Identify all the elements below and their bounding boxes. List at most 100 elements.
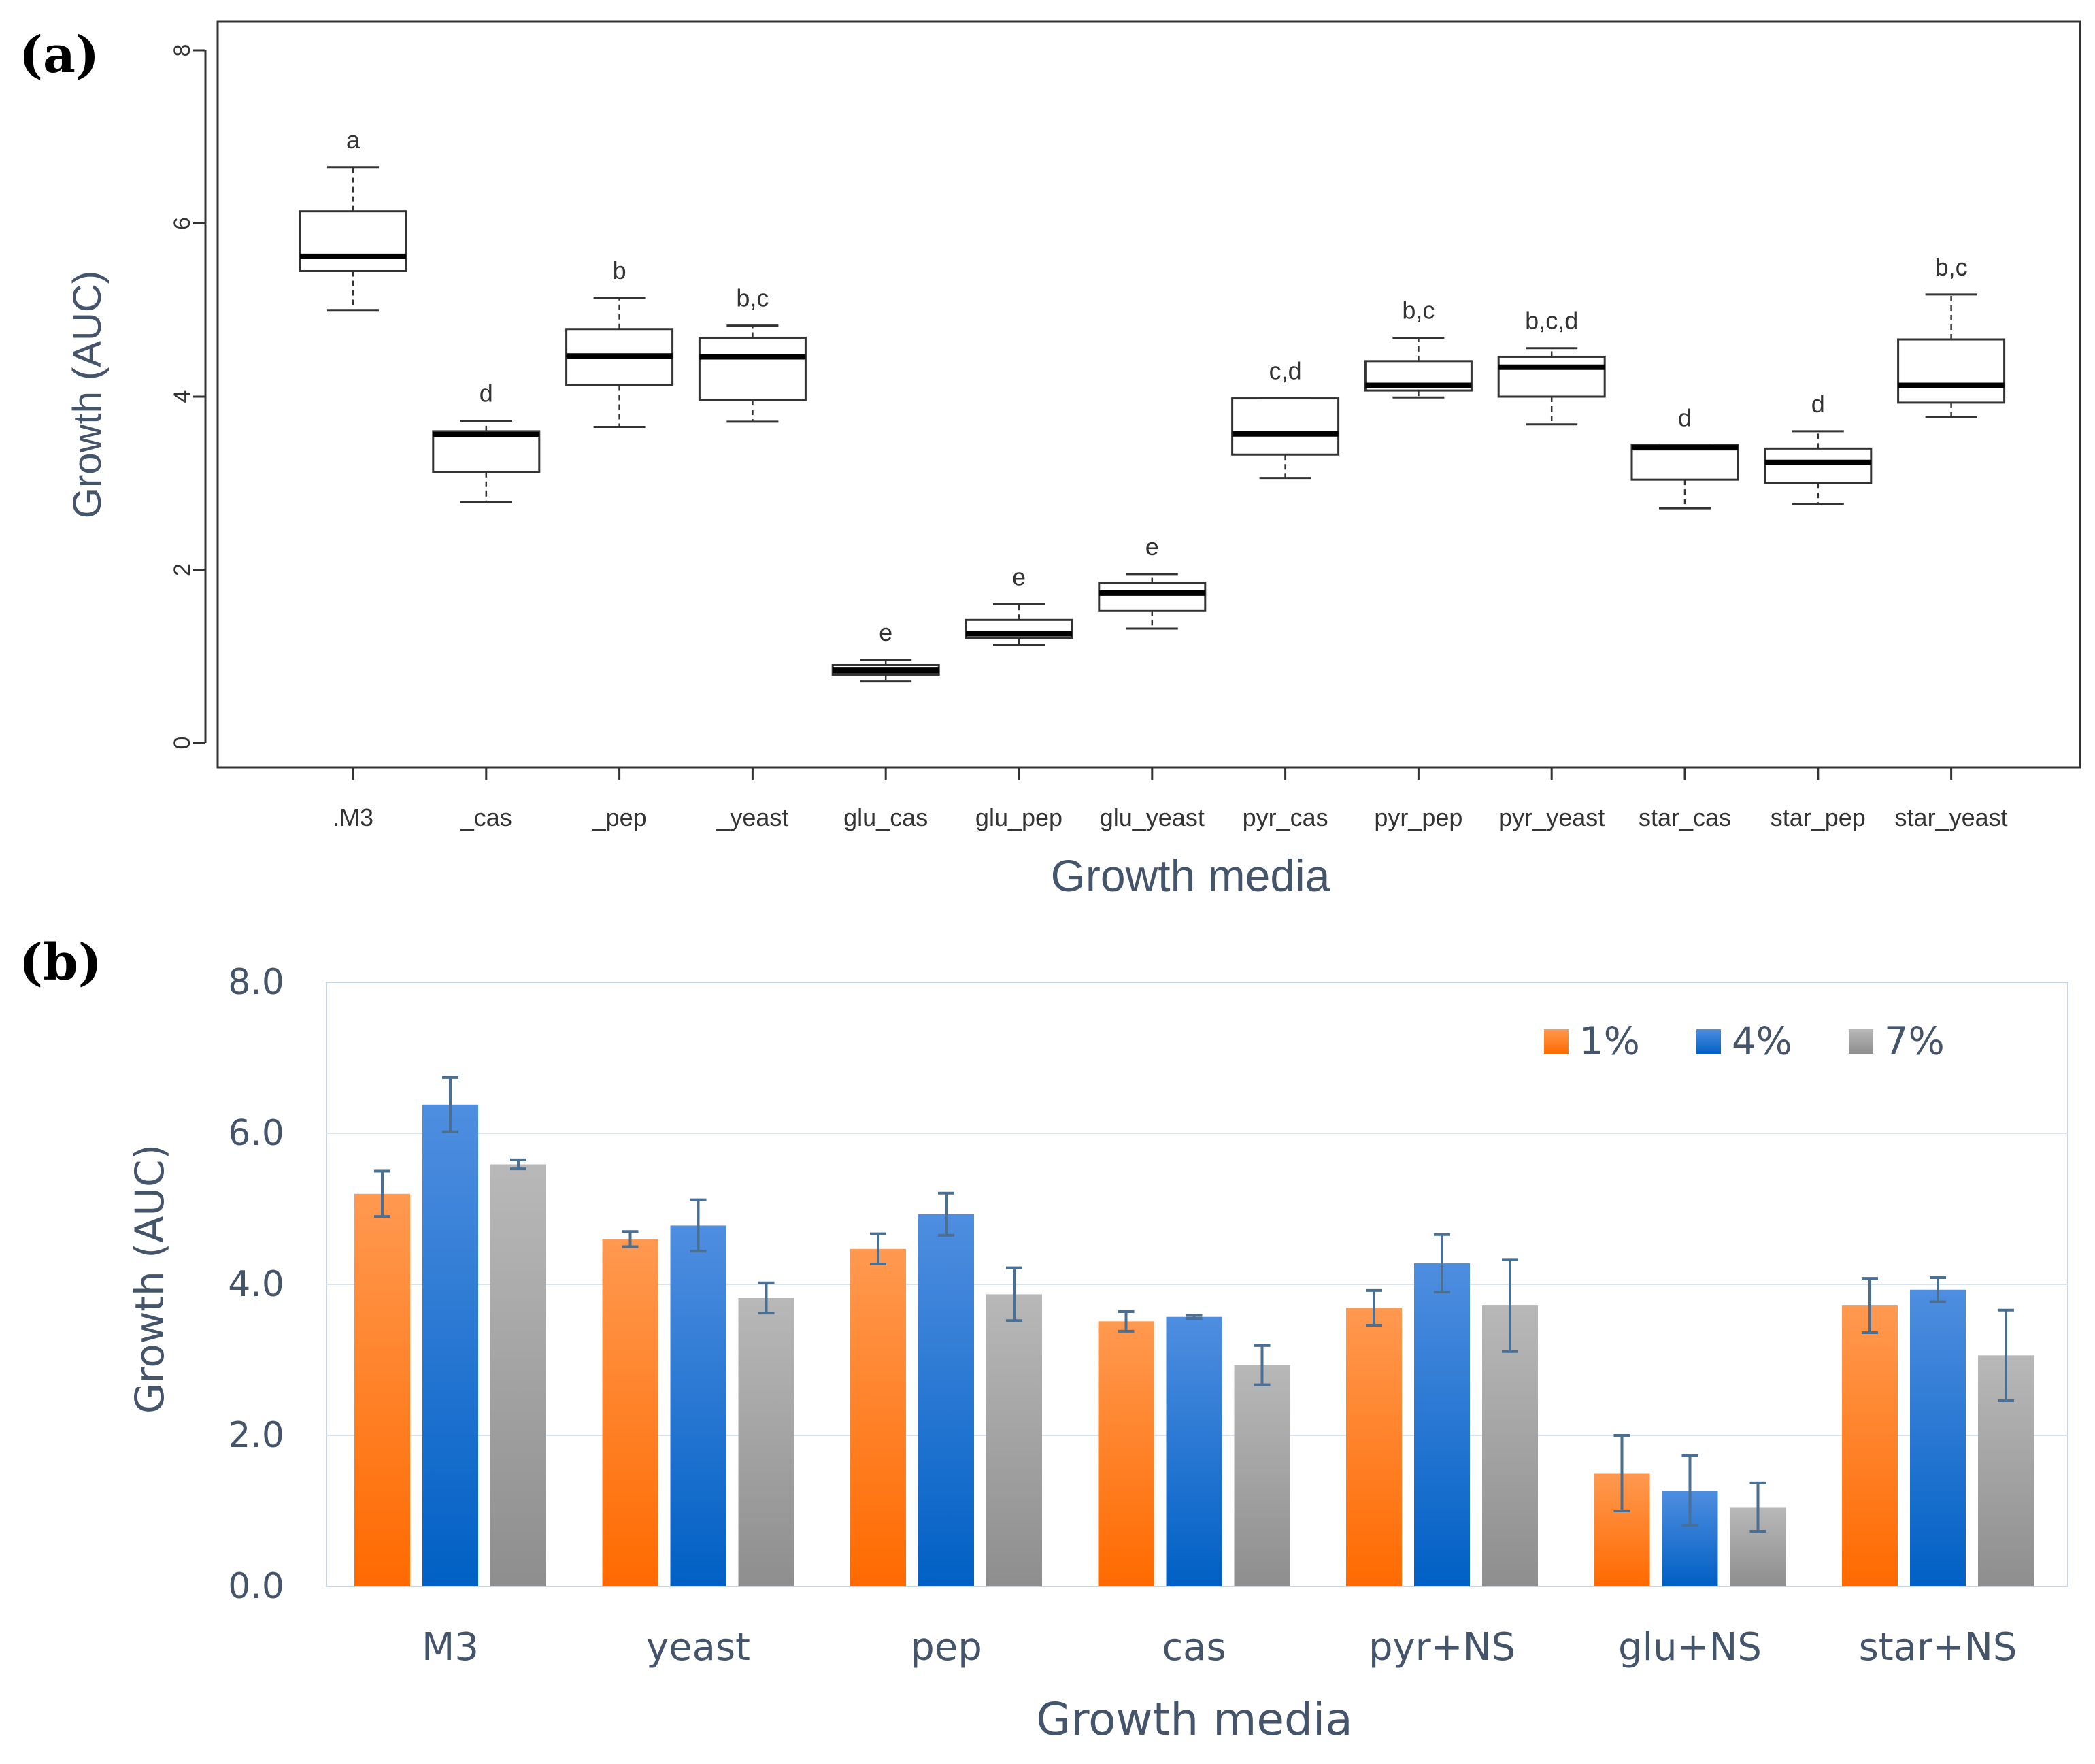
bar-yeast-1% bbox=[602, 1239, 658, 1586]
box-glu_pep: e bbox=[965, 563, 1073, 646]
x-tick-label-_pep: _pep bbox=[592, 803, 647, 831]
y-tick-label-0: 0 bbox=[169, 737, 195, 750]
error-bar-star+NS-7% bbox=[1998, 1308, 2014, 1402]
significance-letter-_pep: b bbox=[613, 256, 626, 284]
y-tick-label-0.0: 0.0 bbox=[228, 1566, 284, 1607]
significance-letter-_yeast: b,c bbox=[736, 284, 769, 312]
x-tick-label-glu_cas: glu_cas bbox=[843, 803, 928, 831]
x-tick-label-pep: pep bbox=[910, 1625, 982, 1669]
legend-swatch-1% bbox=[1544, 1029, 1569, 1054]
box-pyr_cas: c,d bbox=[1231, 357, 1340, 480]
y-tick-label-6: 6 bbox=[169, 217, 195, 230]
panel-b-y-axis-label: Growth (AUC) bbox=[127, 1144, 173, 1414]
x-tick-label-_cas: _cas bbox=[460, 803, 512, 831]
x-tick-label-_yeast: _yeast bbox=[716, 803, 788, 831]
box-iqr bbox=[1897, 338, 2006, 404]
y-tick-label-4: 4 bbox=[169, 390, 195, 403]
panel-a-plot-frame bbox=[216, 20, 2081, 769]
error-bar-pep-1% bbox=[870, 1232, 886, 1266]
error-bar-cas-1% bbox=[1118, 1310, 1135, 1333]
legend-item-4%: 4% bbox=[1696, 1020, 1792, 1064]
significance-letter-star_pep: d bbox=[1811, 390, 1825, 418]
legend-item-1%: 1% bbox=[1544, 1020, 1640, 1064]
error-bar-cas-4% bbox=[1186, 1314, 1203, 1320]
bar-pyr+NS-4% bbox=[1414, 1263, 1470, 1586]
box-glu_cas: e bbox=[831, 618, 940, 683]
box-glu_yeast: e bbox=[1098, 533, 1207, 630]
box-pyr_pep: b,c bbox=[1364, 296, 1473, 399]
panel-a-boxes: a d b b,c e e e c,d b,c b,c,d d d b,c bbox=[299, 126, 2006, 683]
box-iqr bbox=[432, 430, 541, 473]
panel-a-y-axis-label: Growth (AUC) bbox=[65, 271, 110, 518]
box-pyr_yeast: b,c,d bbox=[1497, 307, 1606, 426]
significance-letter-glu_cas: e bbox=[879, 618, 892, 646]
box-star_yeast: b,c bbox=[1897, 253, 2006, 419]
x-tick-label-star_yeast: star_yeast bbox=[1895, 803, 2008, 831]
box-star_pep: d bbox=[1764, 390, 1873, 505]
box-iqr bbox=[1098, 582, 1207, 612]
x-tick-label-pyr_pep: pyr_pep bbox=[1374, 803, 1462, 831]
error-bar-yeast-7% bbox=[758, 1281, 775, 1315]
significance-letter-glu_pep: e bbox=[1012, 563, 1026, 590]
significance-letter-glu_yeast: e bbox=[1145, 533, 1159, 561]
error-bar-glu+NS-7% bbox=[1749, 1481, 1766, 1533]
bar-pyr+NS-1% bbox=[1346, 1308, 1402, 1586]
y-tick-label-6.0: 6.0 bbox=[228, 1113, 284, 1154]
box-_yeast: b,c bbox=[698, 284, 807, 423]
significance-letter-star_cas: d bbox=[1678, 403, 1692, 431]
significance-letter-star_yeast: b,c bbox=[1935, 253, 1968, 281]
box-iqr bbox=[1630, 444, 1739, 481]
bar-cas-4% bbox=[1166, 1316, 1222, 1586]
bar-cas-1% bbox=[1098, 1321, 1154, 1586]
legend-item-7%: 7% bbox=[1849, 1020, 1945, 1064]
box-iqr bbox=[698, 336, 807, 401]
error-bar-M3-4% bbox=[442, 1076, 458, 1133]
x-tick-label-M3: M3 bbox=[422, 1625, 479, 1669]
error-bar-pep-7% bbox=[1006, 1266, 1022, 1322]
box-iqr bbox=[1764, 447, 1873, 484]
x-tick-label-glu_pep: glu_pep bbox=[975, 803, 1062, 831]
panel-b-bars bbox=[354, 1104, 2034, 1586]
bar-pep-1% bbox=[850, 1248, 906, 1586]
box-iqr bbox=[1231, 397, 1340, 456]
error-bar-pyr+NS-1% bbox=[1366, 1288, 1382, 1327]
panel-b-y-ticks: 0.0 2.0 4.0 6.0 8.0 bbox=[228, 962, 284, 1607]
panel-a-boxplot: (a) 0 2 4 6 8 .M3 _cas _pep _yeast glu_cas glu_pe… bbox=[19, 20, 2081, 901]
panel-a-x-axis-label: Growth media bbox=[1051, 850, 1330, 901]
bar-star+NS-1% bbox=[1842, 1305, 1898, 1586]
panel-b-error-bars bbox=[374, 1076, 2014, 1533]
bar-M3-7% bbox=[490, 1164, 546, 1586]
significance-letter-_cas: d bbox=[480, 380, 493, 407]
x-tick-label-pyr_yeast: pyr_yeast bbox=[1498, 803, 1605, 831]
bar-pep-7% bbox=[986, 1294, 1042, 1586]
bar-cas-7% bbox=[1234, 1365, 1290, 1586]
y-tick-label-8.0: 8.0 bbox=[228, 962, 284, 1003]
x-tick-label-glu+NS: glu+NS bbox=[1618, 1625, 1762, 1669]
x-tick-label-pyr_cas: pyr_cas bbox=[1243, 803, 1328, 831]
error-bar-glu+NS-1% bbox=[1613, 1434, 1630, 1512]
x-tick-label-pyr+NS: pyr+NS bbox=[1369, 1625, 1515, 1669]
panel-b-barchart: (b) 0.0 2.0 4.0 6.0 8.0 M3 yeast pep cas pyr+NS g… bbox=[19, 933, 2068, 1746]
box-_pep: b bbox=[565, 256, 674, 429]
error-bar-yeast-4% bbox=[690, 1198, 707, 1253]
error-bar-yeast-1% bbox=[622, 1230, 639, 1248]
x-tick-label-.M3: .M3 bbox=[333, 803, 373, 831]
y-tick-label-8: 8 bbox=[169, 44, 195, 57]
panel-a-y-ticks: 0 2 4 6 8 bbox=[169, 44, 205, 750]
legend-label-7%: 7% bbox=[1884, 1020, 1945, 1064]
legend-label-1%: 1% bbox=[1579, 1020, 1640, 1064]
significance-letter-pyr_yeast: b,c,d bbox=[1525, 307, 1578, 335]
bar-yeast-7% bbox=[738, 1297, 794, 1586]
panel-a-x-ticks: .M3 _cas _pep _yeast glu_cas glu_pep glu_yeast… bbox=[333, 767, 2008, 831]
error-bar-pyr+NS-7% bbox=[1502, 1258, 1518, 1353]
panel-b-x-ticks: M3 yeast pep cas pyr+NS glu+NS star+NS bbox=[422, 1625, 2017, 1669]
error-bar-M3-1% bbox=[374, 1169, 390, 1218]
significance-letter-pyr_pep: b,c bbox=[1402, 296, 1435, 324]
bar-pep-4% bbox=[918, 1214, 974, 1586]
error-bar-M3-7% bbox=[510, 1158, 526, 1171]
x-tick-label-cas: cas bbox=[1162, 1625, 1226, 1669]
significance-letter-pyr_cas: c,d bbox=[1269, 357, 1302, 385]
significance-letter-.M3: a bbox=[346, 126, 361, 154]
x-tick-label-star_cas: star_cas bbox=[1639, 803, 1731, 831]
